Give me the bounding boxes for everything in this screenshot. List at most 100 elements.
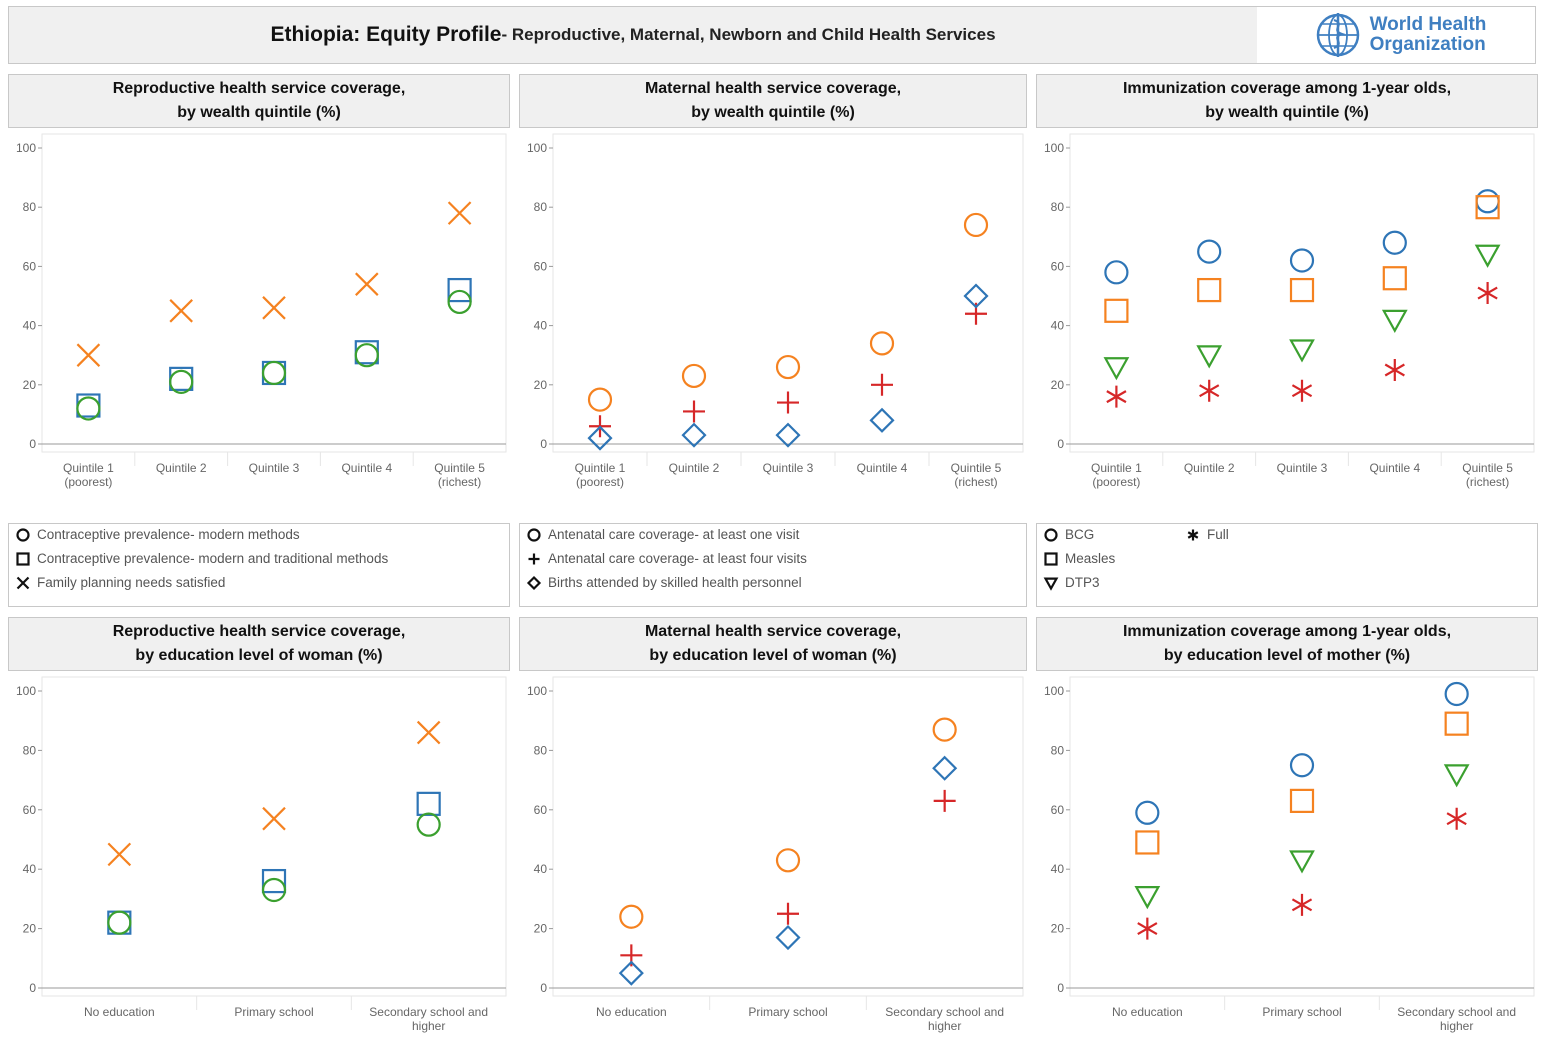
y-tick-label: 20: [23, 378, 37, 392]
panel-title-line1: Reproductive health service coverage,: [112, 623, 406, 640]
legend-item: Full: [1185, 527, 1229, 543]
who-logo-line1: World Health: [1369, 14, 1487, 35]
legend-item: Family planning needs satisfied: [15, 575, 225, 591]
data-point: [681, 363, 707, 389]
x-tick-label: (richest): [438, 475, 481, 489]
panel-title-line2: by education level of mother (%): [1163, 647, 1411, 664]
series-asterisk: [1106, 282, 1498, 408]
y-tick-label: 60: [1051, 259, 1065, 273]
chart-immunization-education: 0 20 40 60 80 100 No education Primary school Se…: [1044, 676, 1535, 1033]
data-point: [76, 343, 101, 367]
data-point: [1289, 788, 1315, 813]
x-tick-label: Secondary school and: [1397, 1005, 1516, 1019]
x-tick-label: No education: [596, 1005, 667, 1019]
panel-title-immunization-wealth: Immunization coverage among 1-year olds,…: [1036, 74, 1538, 128]
data-point: [447, 201, 472, 225]
series-diamond: [618, 755, 958, 986]
legend-label: DTP3: [1065, 575, 1100, 590]
panel-title-line1: Immunization coverage among 1-year olds,: [1122, 80, 1452, 97]
x-tick-label: Quintile 3: [763, 461, 814, 475]
data-point: [1197, 239, 1222, 264]
panel-title-line1: Reproductive health service coverage,: [112, 80, 406, 97]
data-point: [777, 391, 799, 414]
x-tick-label: Primary school: [234, 1005, 313, 1019]
circle-marker-icon: [527, 528, 541, 543]
x-tick-label: Quintile 4: [1369, 461, 1420, 475]
data-point: [775, 924, 801, 951]
data-point: [1196, 345, 1223, 369]
data-point: [619, 904, 644, 929]
data-point: [107, 842, 132, 867]
circle-marker-icon: [1044, 528, 1058, 543]
report-title-sub: - Reproductive, Maternal, Newborn and Ch…: [501, 25, 996, 44]
data-point: [1289, 753, 1315, 778]
y-tick-label: 20: [1051, 922, 1065, 936]
plot-area: [41, 133, 507, 453]
x-tick-label: Quintile 4: [341, 461, 392, 475]
x-axis: No education Primary school Secondary scho…: [1112, 996, 1516, 1033]
report-header: Ethiopia: Equity Profile - Reproductive,…: [8, 6, 1536, 64]
legend-label: Births attended by skilled health person…: [548, 575, 802, 590]
data-point: [932, 755, 958, 781]
legend-label: Measles: [1065, 551, 1116, 566]
y-tick-label: 100: [16, 141, 36, 155]
x-tick-label: No education: [84, 1005, 155, 1019]
data-point: [447, 277, 472, 303]
data-point: [587, 387, 613, 412]
data-point: [76, 396, 101, 421]
y-axis: 0 20 40 60 80 100: [527, 684, 553, 995]
series-circle: [587, 212, 989, 412]
series-circle: [1135, 681, 1469, 825]
y-tick-label: 60: [534, 803, 548, 817]
data-point: [1137, 917, 1158, 940]
y-tick-label: 100: [16, 684, 36, 698]
panel-title-line2: by education level of woman (%): [135, 647, 383, 664]
data-point: [1135, 830, 1160, 855]
legend-item: Births attended by skilled health person…: [526, 575, 802, 591]
series-asterisk: [1137, 807, 1467, 940]
y-axis: 0 20 40 60 80 100: [16, 684, 42, 995]
data-point: [1199, 379, 1220, 402]
data-point: [416, 720, 441, 745]
panel-title-line2: by wealth quintile (%): [691, 104, 855, 121]
y-tick-label: 100: [527, 141, 547, 155]
plot-area: [552, 676, 1024, 997]
chart-reproductive-education: 0 20 40 60 80 100 No education Primary school Se…: [16, 676, 507, 1033]
data-point: [869, 407, 895, 433]
y-tick-label: 40: [534, 319, 548, 333]
x-tick-label: higher: [928, 1019, 961, 1033]
legend-item: DTP3: [1043, 575, 1100, 592]
series-square: [1135, 711, 1469, 855]
data-point: [932, 717, 957, 742]
legend-item: Contraceptive prevalence- modern methods: [15, 527, 300, 543]
data-point: [681, 422, 707, 448]
x-tick-label: Primary school: [1262, 1005, 1341, 1019]
triangle-marker-icon: [1043, 577, 1059, 592]
y-tick-label: 60: [1051, 803, 1065, 817]
x-axis: No education Primary school Secondary scho…: [596, 996, 1004, 1033]
x-tick-label: No education: [1112, 1005, 1183, 1019]
y-tick-label: 0: [540, 981, 547, 995]
data-point: [1134, 886, 1161, 910]
legend-item: BCG: [1043, 527, 1094, 543]
x-tick-label: (richest): [1466, 475, 1509, 489]
data-point: [262, 296, 286, 320]
panel-title-immunization-education: Immunization coverage among 1-year olds,…: [1036, 617, 1538, 671]
data-point: [1103, 357, 1130, 381]
y-tick-label: 40: [1051, 862, 1065, 876]
square-marker-icon: [16, 552, 30, 567]
panel-title-maternal-education: Maternal health service coverage, by edu…: [519, 617, 1027, 671]
data-point: [1289, 277, 1315, 303]
data-point: [775, 422, 801, 448]
series-square: [1104, 195, 1500, 323]
series-triangle: [1134, 764, 1470, 910]
data-point: [416, 812, 441, 837]
x-tick-label: Primary school: [748, 1005, 827, 1019]
data-point: [587, 425, 613, 451]
series-x: [76, 201, 472, 367]
data-point: [261, 360, 287, 386]
data-point: [447, 289, 472, 315]
y-tick-label: 40: [23, 862, 37, 876]
plot-area: [1069, 676, 1535, 997]
